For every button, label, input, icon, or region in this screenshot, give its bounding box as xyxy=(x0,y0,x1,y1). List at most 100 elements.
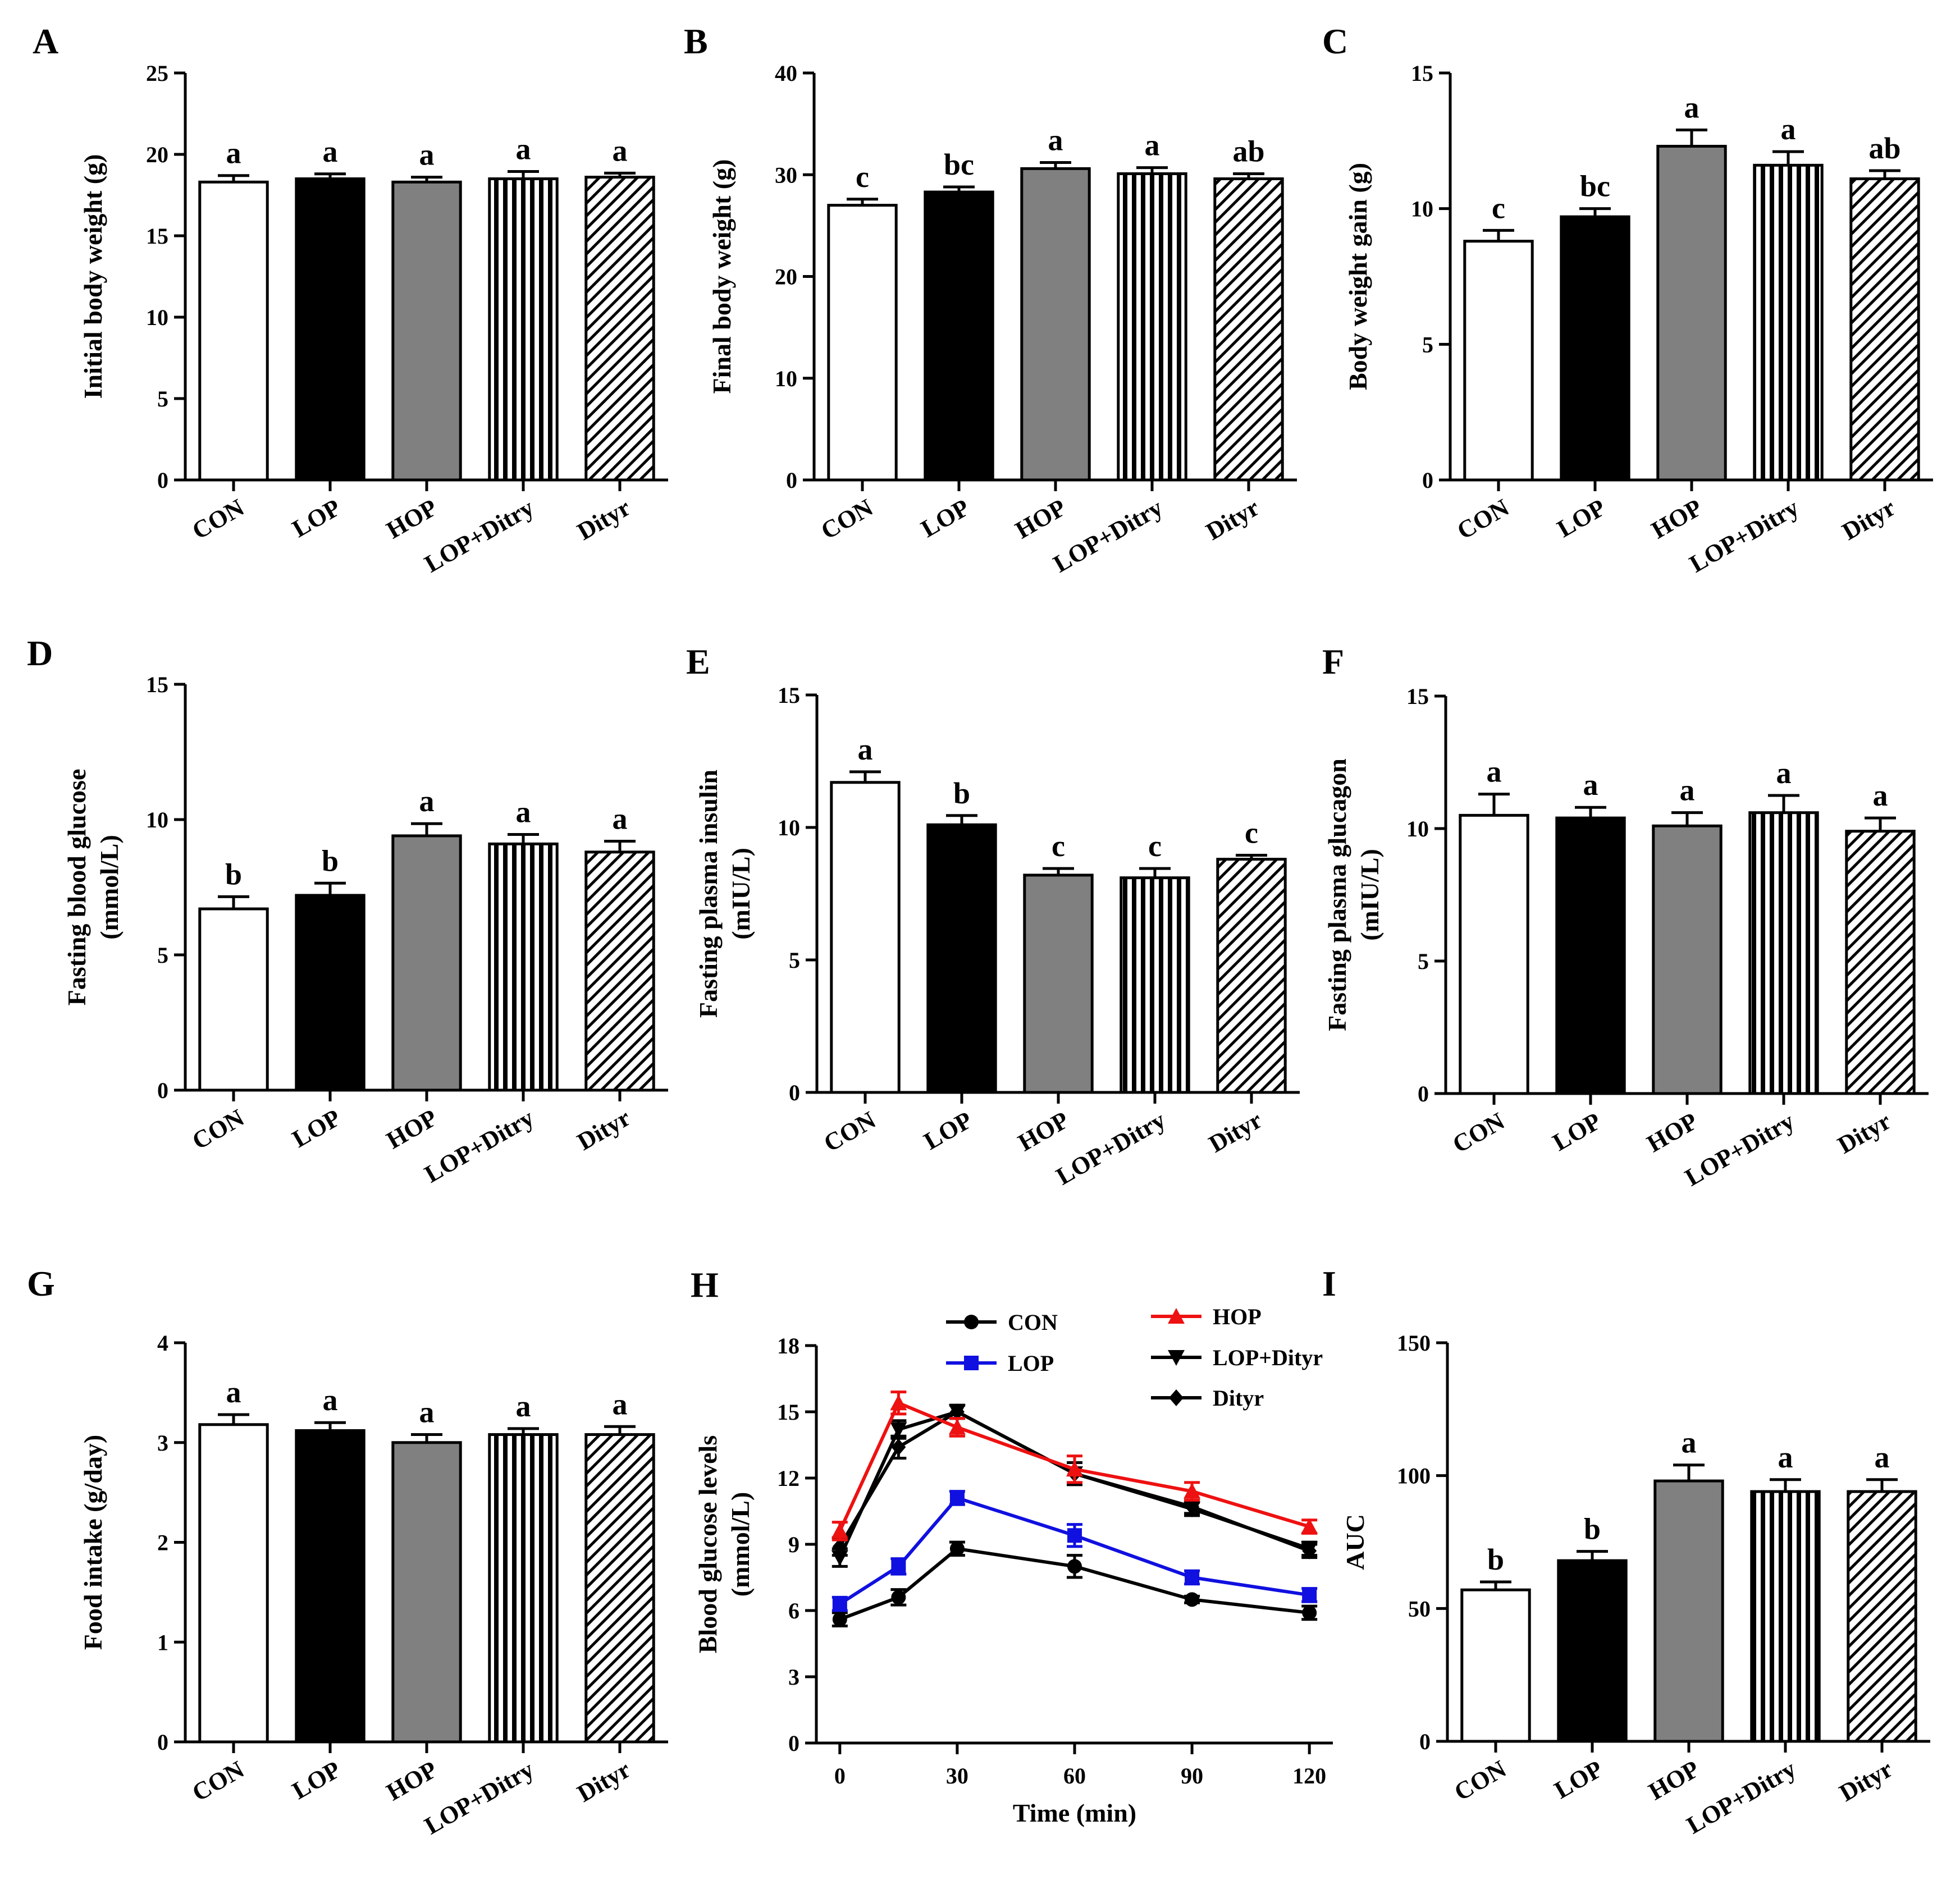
x-tick-label: Dityr xyxy=(573,1104,635,1156)
bar-LOP+Ditry xyxy=(1117,172,1187,482)
legend-item-Dityr: Dityr xyxy=(1151,1385,1264,1411)
bar-CON xyxy=(1460,1588,1531,1743)
significance-label: a xyxy=(1684,91,1699,125)
significance-label: a xyxy=(516,795,531,829)
bar-LOP xyxy=(924,190,994,482)
y-tick-label: 5 xyxy=(1422,332,1433,357)
y-tick-label: 18 xyxy=(777,1333,799,1358)
significance-label: b xyxy=(225,857,242,891)
significance-label: b xyxy=(1584,1512,1601,1546)
y-tick-label: 0 xyxy=(1419,1729,1431,1754)
y-tick-label: 30 xyxy=(775,162,797,187)
series-line-Dityr xyxy=(838,1410,1310,1553)
y-tick-label: 4 xyxy=(157,1330,168,1356)
y-tick-label: 5 xyxy=(157,386,168,411)
data-point xyxy=(949,1403,965,1420)
panel-I: I 0 50 100 150 AUC b CON b LOP a HOP a LOP+Ditry a Dity… xyxy=(1322,1264,1930,1840)
x-tick-label: LOP+Ditry xyxy=(420,1755,538,1840)
significance-label: a xyxy=(323,1383,338,1417)
data-point xyxy=(1066,1461,1083,1477)
y-tick-label: 20 xyxy=(146,142,168,167)
panel-letter: I xyxy=(1322,1264,1336,1303)
significance-label: a xyxy=(516,132,531,166)
y-axis-label: Food intake (g/day) xyxy=(79,1435,107,1650)
x-tick-label: 0 xyxy=(834,1763,846,1788)
x-tick-label: CON xyxy=(819,1106,880,1157)
legend-item-CON: CON xyxy=(946,1310,1058,1335)
significance-label: a xyxy=(226,1375,241,1409)
significance-label: ab xyxy=(1232,134,1264,168)
panel-letter: F xyxy=(1322,642,1344,681)
data-point xyxy=(1184,1483,1201,1499)
data-point xyxy=(1302,1605,1317,1620)
x-tick-label: HOP xyxy=(1011,493,1071,544)
data-point xyxy=(891,1438,906,1456)
x-tick-label: Dityr xyxy=(1838,493,1900,546)
x-axis-label: Time (min) xyxy=(1013,1799,1136,1827)
y-tick-label: 1 xyxy=(157,1630,168,1655)
panel-letter: C xyxy=(1322,21,1348,61)
y-tick-label: 3 xyxy=(788,1664,799,1690)
significance-label: a xyxy=(226,136,241,170)
y-tick-label: 15 xyxy=(1411,61,1433,86)
y-tick-label: 10 xyxy=(146,305,168,330)
y-tick-label: 12 xyxy=(777,1466,799,1491)
y-tick-label: 0 xyxy=(157,1078,168,1103)
data-point xyxy=(1185,1498,1200,1516)
data-point xyxy=(949,1490,965,1506)
bar-Dityr xyxy=(1216,858,1287,1094)
data-point xyxy=(1302,1542,1317,1559)
x-tick-label: 90 xyxy=(1181,1763,1203,1788)
y-axis-label: Initial body weight (g) xyxy=(79,154,107,399)
x-tick-label: LOP+Ditry xyxy=(1682,1755,1801,1839)
bar-Dityr xyxy=(584,850,655,1092)
bar-Dityr xyxy=(584,1433,655,1744)
y-axis-label: (mmol/L) xyxy=(726,1492,755,1597)
bar-HOP xyxy=(391,834,462,1092)
y-tick-label: 50 xyxy=(1408,1596,1431,1621)
x-tick-label: LOP xyxy=(919,1106,977,1155)
series-line-HOP xyxy=(838,1401,1310,1532)
x-tick-label: LOP xyxy=(287,1755,345,1805)
x-tick-label: LOP xyxy=(1548,1107,1606,1156)
legend-item-HOP: HOP xyxy=(1151,1304,1262,1329)
y-axis-label: Fasting plasma insulin xyxy=(694,770,723,1018)
y-tick-label: 5 xyxy=(1418,949,1429,974)
bar-HOP xyxy=(1656,145,1727,482)
bar-LOP+Ditry xyxy=(488,842,559,1092)
data-point xyxy=(831,1522,848,1539)
significance-label: a xyxy=(1145,129,1160,162)
bar-Dityr xyxy=(1213,177,1284,482)
x-tick-label: Dityr xyxy=(1204,1106,1267,1158)
y-tick-label: 0 xyxy=(788,1731,799,1756)
y-tick-label: 0 xyxy=(1418,1081,1429,1106)
y-axis-label: (mmol/L) xyxy=(95,835,124,940)
bar-Dityr xyxy=(1845,830,1916,1095)
x-tick-label: LOP+Ditry xyxy=(1685,493,1803,578)
panel-C: C 0 5 10 15 Body weight gain (g) c CON bc LOP a HOP… xyxy=(1322,21,1933,578)
significance-label: a xyxy=(1048,123,1063,157)
x-tick-label: LOP+Ditry xyxy=(1680,1107,1799,1191)
panel-B: B 0 10 20 30 40 Final body weight (g) c CON bc LOP… xyxy=(684,21,1297,578)
panel-letter: D xyxy=(27,633,53,673)
significance-label: a xyxy=(1682,1426,1697,1460)
y-tick-label: 9 xyxy=(788,1532,799,1557)
y-tick-label: 10 xyxy=(778,815,800,840)
significance-label: c xyxy=(1052,829,1065,863)
bar-HOP xyxy=(1023,873,1094,1094)
x-tick-label: Dityr xyxy=(1201,493,1264,546)
significance-label: c xyxy=(1148,829,1162,863)
bar-Dityr xyxy=(584,176,655,482)
data-point xyxy=(832,1538,847,1555)
legend-label: LOP xyxy=(1008,1351,1054,1376)
bar-HOP xyxy=(1020,167,1091,482)
significance-label: a xyxy=(419,138,435,172)
legend-marker xyxy=(1168,1350,1185,1366)
y-axis-label: Fasting plasma glucagon xyxy=(1323,758,1351,1031)
x-tick-label: CON xyxy=(1448,1107,1509,1158)
bar-CON xyxy=(198,907,269,1092)
y-tick-label: 15 xyxy=(146,672,168,697)
x-tick-label: 120 xyxy=(1292,1763,1326,1788)
significance-label: bc xyxy=(944,148,974,181)
series-line-CON xyxy=(839,1547,1310,1621)
